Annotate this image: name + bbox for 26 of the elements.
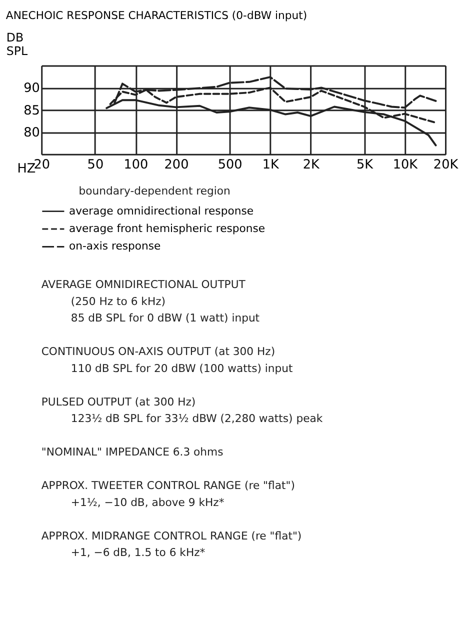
x-tick-label: 200	[164, 157, 189, 172]
x-tick-label: 2K	[302, 157, 320, 172]
text: "NOMINAL" IMPEDANCE 6.3 ohms	[41, 446, 224, 459]
y-tick-label: 80	[24, 125, 40, 140]
x-tick-label: 20K	[433, 157, 459, 172]
legend-label: average front hemispheric response	[68, 222, 266, 236]
text: boundary-dependent region	[78, 184, 230, 198]
x-tick-label: 20	[34, 157, 50, 172]
y-axis-title: DB SPL	[6, 30, 28, 58]
x-tick-label: 100	[124, 157, 148, 172]
chart-title: ANECHOIC RESPONSE CHARACTERISTICS (0-dBW input)	[6, 9, 308, 22]
x-tick-label: 5K	[356, 157, 374, 172]
text: PULSED OUTPUT (at 300 Hz) 123½ dB SPL for 33½ dBW (2,280 watts) peak	[41, 395, 324, 426]
text: APPROX. TWEETER CONTROL RANGE (re "flat") +1½, −10 dB, above 9 kHz*	[41, 479, 295, 509]
x-tick-label: 50	[87, 157, 104, 172]
legend-label: on-axis response	[68, 240, 162, 253]
x-tick-label: 1K	[262, 157, 280, 172]
x-tick-label: 10K	[392, 157, 418, 172]
x-tick-label: 500	[218, 157, 242, 172]
text: APPROX. MIDRANGE CONTROL RANGE (re "flat") +1, −6 dB, 1.5 to 6 kHz*	[41, 529, 302, 560]
text: CONTINUOUS ON-AXIS OUTPUT (at 300 Hz) 110 dB SPL for 20 dBW (100 watts) input	[41, 345, 293, 375]
x-axis-title: HZ	[17, 161, 36, 176]
y-tick-label: 85	[24, 103, 40, 118]
y-tick-label: 90	[24, 81, 40, 96]
text: AVERAGE OMNIDIRECTIONAL OUTPUT (250 Hz to 6 kHz) 85 dB SPL for 0 dBW (1 watt) input	[41, 278, 260, 325]
legend-label: average omnidirectional response	[68, 204, 254, 218]
